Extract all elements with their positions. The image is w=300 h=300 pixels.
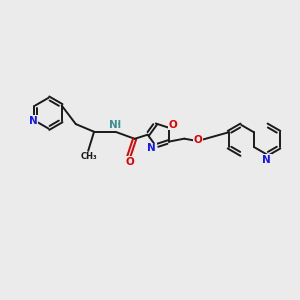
Text: N: N [29,116,38,126]
Text: O: O [194,135,203,146]
Text: N: N [109,120,117,130]
Text: CH₃: CH₃ [80,152,97,161]
Text: N: N [262,155,271,165]
Text: O: O [125,157,134,167]
Text: N: N [147,143,156,153]
Text: O: O [169,120,177,130]
Text: H: H [112,120,120,130]
